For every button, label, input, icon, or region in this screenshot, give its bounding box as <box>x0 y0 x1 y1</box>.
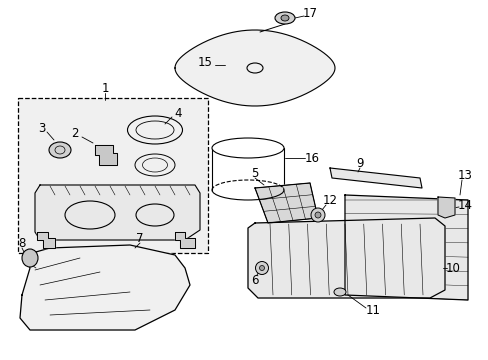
Polygon shape <box>20 245 190 330</box>
Text: 8: 8 <box>18 237 26 249</box>
Polygon shape <box>212 148 284 190</box>
Text: 9: 9 <box>356 157 363 170</box>
Polygon shape <box>95 145 117 165</box>
Text: 5: 5 <box>251 166 258 180</box>
Polygon shape <box>437 197 454 218</box>
Polygon shape <box>254 183 317 223</box>
Text: 13: 13 <box>457 168 471 181</box>
Polygon shape <box>175 30 334 106</box>
Ellipse shape <box>255 261 268 274</box>
Polygon shape <box>35 185 200 240</box>
Ellipse shape <box>212 138 284 158</box>
Ellipse shape <box>333 288 346 296</box>
Text: 2: 2 <box>71 126 79 140</box>
Bar <box>18 98 207 253</box>
Polygon shape <box>345 195 467 300</box>
Text: 4: 4 <box>174 107 182 120</box>
Polygon shape <box>329 168 421 188</box>
Text: 14: 14 <box>457 198 471 212</box>
Polygon shape <box>37 232 55 248</box>
Text: 16: 16 <box>304 152 319 165</box>
Text: 12: 12 <box>322 194 337 207</box>
Ellipse shape <box>274 12 294 24</box>
Text: 11: 11 <box>365 303 380 316</box>
Text: 15: 15 <box>197 55 212 68</box>
Text: 3: 3 <box>38 122 45 135</box>
Polygon shape <box>175 232 195 248</box>
Ellipse shape <box>22 249 38 267</box>
Ellipse shape <box>49 142 71 158</box>
Text: 17: 17 <box>302 6 317 19</box>
Ellipse shape <box>310 208 325 222</box>
Ellipse shape <box>281 15 288 21</box>
Polygon shape <box>247 218 444 298</box>
Text: 10: 10 <box>445 261 460 274</box>
Text: 1: 1 <box>101 81 108 95</box>
Text: 6: 6 <box>251 274 258 287</box>
Ellipse shape <box>259 266 264 270</box>
Ellipse shape <box>314 212 320 218</box>
Text: 7: 7 <box>136 231 143 244</box>
